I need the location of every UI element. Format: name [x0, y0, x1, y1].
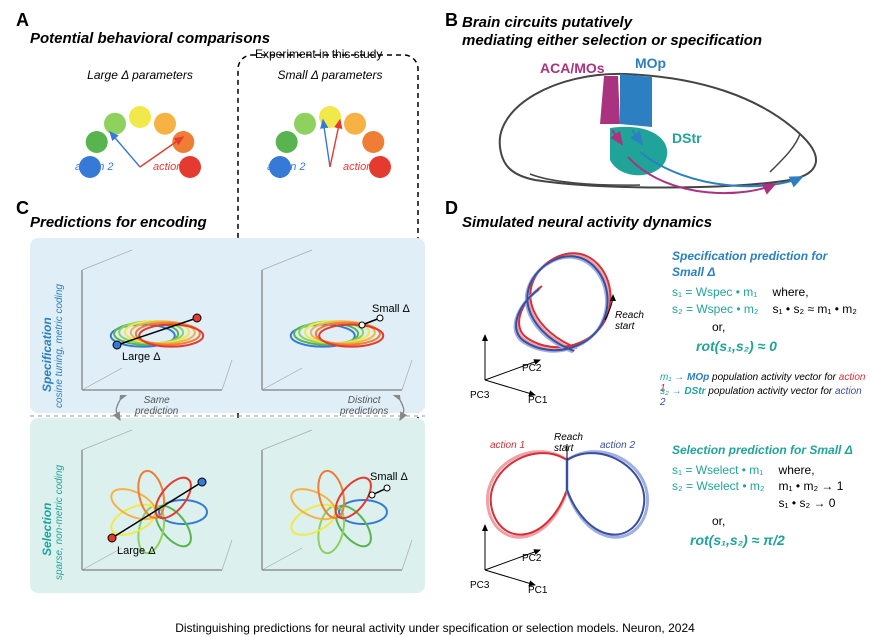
sel-cond2: s₁ • s₂ → 0 [779, 495, 844, 511]
figure-container: A Potential behavioral comparisons Exper… [0, 0, 870, 607]
panel-d-title: Simulated neural activity dynamics [462, 214, 712, 231]
same-pred-label: Same prediction [135, 395, 178, 417]
panel-a-label: A [16, 10, 29, 31]
panel-b-title1: Brain circuits putatively [462, 14, 632, 31]
brain-svg [470, 52, 850, 202]
cube-1: Large Δ [62, 240, 242, 410]
mop-label: MOp [635, 55, 666, 71]
panel-c-label: C [16, 198, 29, 219]
legend-s2: s₂ → DStr population activity vector for… [660, 386, 870, 408]
cube-2: Small Δ [242, 240, 422, 410]
svg-text:Large Δ: Large Δ [117, 545, 156, 557]
figure-caption: Distinguishing predictions for neural ac… [0, 621, 870, 635]
sel-eq-block: Selection prediction for Small Δ s₁ = Ws… [672, 442, 862, 550]
panel-a-right: Small Δ parameters action 2 action 1 [245, 68, 415, 182]
cube-4: Small Δ [242, 420, 422, 590]
spec-cond: s₁ • s₂ ≈ m₁ • m₂ [773, 301, 857, 317]
distinct-pred-label: Distinct predictions [340, 395, 388, 417]
reach-start-1: Reach start [615, 310, 644, 332]
action1-label-left: action 1 [153, 161, 192, 173]
panel-a-left: Large Δ parameters action 2 action 1 [55, 68, 225, 182]
large-delta-label: Large Δ parameters [55, 68, 225, 82]
small-delta-label: Small Δ parameters [245, 68, 415, 82]
cube-3: Large Δ [62, 420, 242, 590]
spec-rot: rot(s₁,s₂) ≈ 0 [672, 337, 862, 356]
pc2-a: PC2 [522, 363, 541, 374]
row1-label1: Specification [40, 317, 54, 392]
action2-label-right: action 2 [267, 161, 306, 173]
panel-c-title: Predictions for encoding [30, 214, 207, 231]
experiment-label: Experiment in this study [255, 47, 382, 61]
sel-header: Selection prediction for Small Δ [672, 442, 862, 458]
sel-eq1: s₁ = Wselect • m₁ [672, 462, 765, 478]
action2-d: action 2 [600, 440, 635, 451]
spec-or: or, [672, 319, 862, 335]
dstr-label: DStr [672, 130, 702, 146]
sel-where: where, [779, 462, 844, 478]
panel-d-label: D [445, 198, 458, 219]
spec-eq1: s₁ = Wspec • m₁ [672, 284, 759, 300]
pc3-b: PC3 [470, 580, 489, 591]
action1-label-right: action 1 [343, 161, 382, 173]
sel-or: or, [672, 513, 862, 529]
spec-where: where, [773, 284, 857, 300]
traj-sel [455, 430, 665, 590]
panel-a-title: Potential behavioral comparisons [30, 30, 270, 47]
row2-label1: Selection [40, 503, 54, 556]
spec-eq-block: Specification prediction for Small Δ s₁ … [672, 248, 862, 356]
sel-cond1: m₁ • m₂ → 1 [779, 478, 844, 494]
action2-label-left: action 2 [75, 161, 114, 173]
sel-rot: rot(s₁,s₂) ≈ π/2 [672, 531, 862, 550]
pc3-a: PC3 [470, 390, 489, 401]
panel-b-title2: mediating either selection or specificat… [462, 32, 762, 49]
pc1-b: PC1 [528, 585, 547, 596]
spec-header: Specification prediction for Small Δ [672, 248, 862, 280]
svg-text:Large Δ: Large Δ [122, 351, 161, 363]
panel-b-label: B [445, 10, 458, 31]
pc1-a: PC1 [528, 395, 547, 406]
sel-eq2: s₂ = Wselect • m₂ [672, 478, 765, 494]
aca-label: ACA/MOs [540, 60, 605, 76]
pc2-b: PC2 [522, 553, 541, 564]
spec-eq2: s₂ = Wspec • m₂ [672, 301, 759, 317]
svg-text:Small Δ: Small Δ [370, 471, 409, 483]
svg-text:Small Δ: Small Δ [372, 303, 411, 315]
action1-d: action 1 [490, 440, 525, 451]
reach-start-2: Reach start [554, 432, 583, 454]
